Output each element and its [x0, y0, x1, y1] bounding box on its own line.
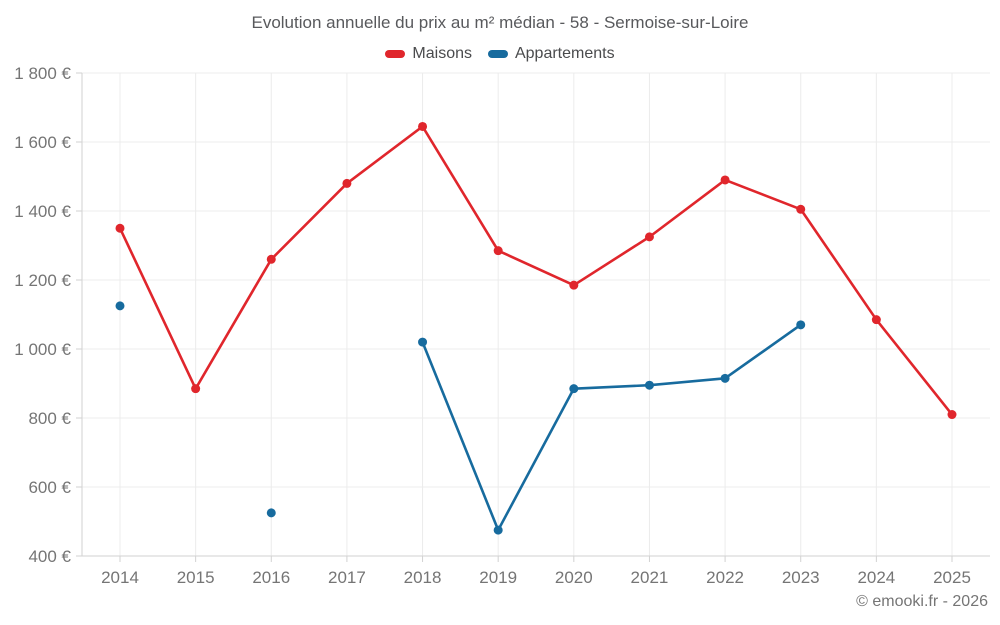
point-maisons-2016[interactable] [266, 254, 276, 264]
chart-title: Evolution annuelle du prix au m² médian … [251, 13, 749, 32]
point-appartements-2020[interactable] [569, 384, 579, 394]
point-maisons-2015[interactable] [191, 384, 201, 394]
y-tick-label: 800 € [28, 409, 71, 428]
legend-label-maisons: Maisons [412, 45, 472, 62]
appartements-swatch-icon [487, 50, 508, 58]
y-tick-label: 1 200 € [14, 271, 71, 290]
point-appartements-2021[interactable] [644, 380, 654, 390]
point-maisons-2018[interactable] [418, 121, 428, 131]
point-maisons-2022[interactable] [720, 175, 730, 185]
point-appartements-2014[interactable] [115, 301, 125, 311]
y-tick-label: 400 € [28, 547, 71, 566]
point-appartements-2016[interactable] [266, 508, 276, 518]
point-maisons-2014[interactable] [115, 223, 125, 233]
x-tick-label: 2025 [933, 568, 971, 587]
point-maisons-2024[interactable] [871, 315, 881, 325]
x-tick-label: 2023 [782, 568, 820, 587]
y-tick-label: 1 000 € [14, 340, 71, 359]
y-tick-label: 600 € [28, 478, 71, 497]
legend-item-maisons[interactable]: Maisons [385, 45, 472, 63]
x-tick-label: 2016 [252, 568, 290, 587]
point-appartements-2018[interactable] [418, 337, 428, 347]
point-maisons-2017[interactable] [342, 178, 352, 188]
x-tick-label: 2017 [328, 568, 366, 587]
line-appartements [421, 323, 803, 532]
y-tick-label: 1 400 € [14, 202, 71, 221]
x-tick-label: 2019 [479, 568, 517, 587]
x-tick-label: 2015 [177, 568, 215, 587]
legend-label-appartements: Appartements [514, 45, 615, 62]
copyright-credit: © emooki.fr - 2026 [856, 593, 988, 610]
x-tick-label: 2022 [706, 568, 744, 587]
chart-legend: Maisons Appartements [0, 45, 1000, 63]
y-tick-label: 1 800 € [14, 64, 71, 83]
point-maisons-2019[interactable] [493, 246, 503, 256]
x-tick-label: 2020 [555, 568, 593, 587]
y-tick-label: 1 600 € [14, 133, 71, 152]
point-appartements-2019[interactable] [493, 525, 503, 535]
x-tick-label: 2018 [404, 568, 442, 587]
maisons-swatch-icon [385, 50, 406, 58]
point-maisons-2023[interactable] [796, 204, 806, 214]
line-maisons [118, 125, 954, 416]
x-tick-label: 2021 [631, 568, 669, 587]
point-maisons-2020[interactable] [569, 280, 579, 290]
point-appartements-2023[interactable] [796, 320, 806, 330]
point-maisons-2021[interactable] [644, 232, 654, 242]
x-tick-label: 2014 [101, 568, 139, 587]
point-appartements-2022[interactable] [720, 373, 730, 383]
legend-item-appartements[interactable]: Appartements [487, 45, 615, 63]
x-tick-label: 2024 [857, 568, 895, 587]
point-maisons-2025[interactable] [947, 410, 957, 420]
